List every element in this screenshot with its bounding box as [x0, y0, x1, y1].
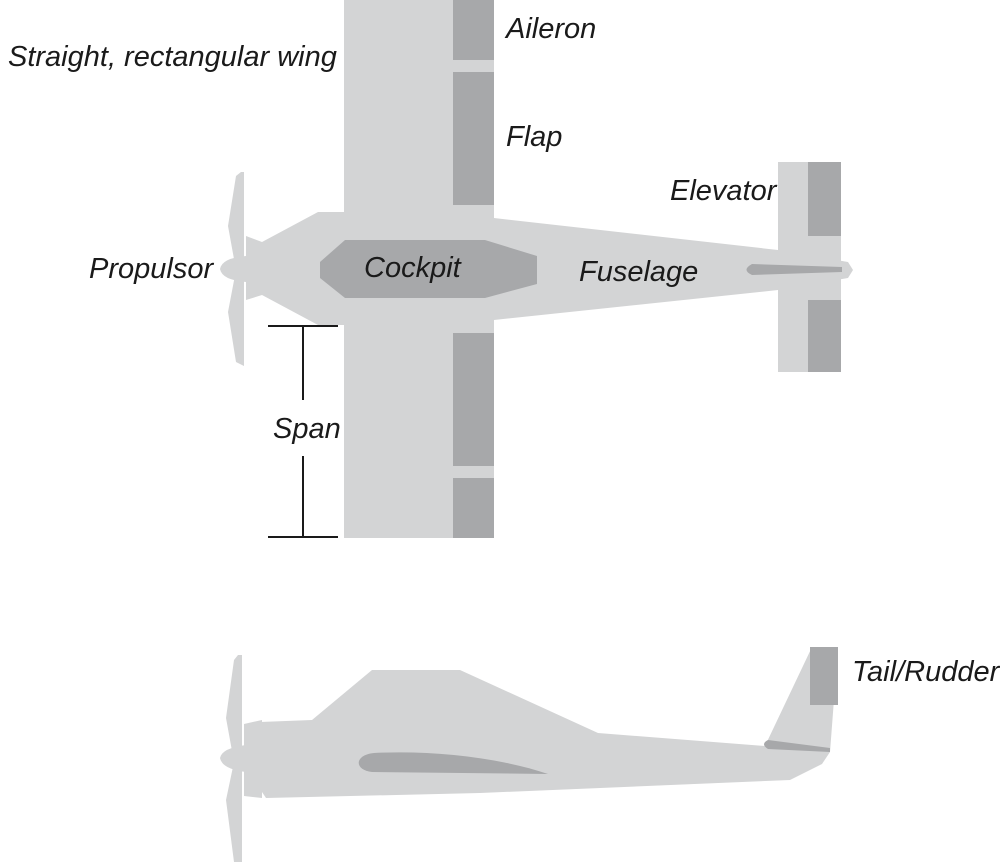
top-view	[220, 0, 853, 538]
spinner-nose-top	[220, 256, 246, 282]
label-cockpit: Cockpit	[364, 252, 463, 284]
label-propulsor: Propulsor	[89, 253, 214, 285]
label-flap: Flap	[506, 121, 562, 153]
label-aileron: Aileron	[504, 13, 596, 45]
label-span: Span	[273, 413, 341, 445]
label-elevator: Elevator	[670, 175, 778, 207]
aileron-upper	[453, 0, 494, 60]
horizontal-stabilizer-side	[764, 740, 830, 752]
flap-lower	[453, 333, 494, 466]
elevator-upper	[808, 162, 841, 236]
side-view	[220, 647, 838, 862]
fuselage-side	[254, 647, 838, 798]
flap-upper	[453, 72, 494, 205]
spinner-nose-side	[220, 745, 246, 772]
label-fuselage: Fuselage	[579, 256, 698, 288]
aileron-lower	[453, 478, 494, 538]
label-wing: Straight, rectangular wing	[8, 41, 337, 73]
spinner-side	[244, 720, 262, 798]
elevator-lower	[808, 300, 841, 372]
span-dimension	[268, 325, 338, 538]
spinner-top	[246, 236, 262, 300]
tail-fin-top	[746, 264, 842, 275]
cockpit-canopy	[320, 240, 537, 298]
label-tail-rudder: Tail/Rudder	[852, 656, 1000, 688]
side-window-stripe	[358, 752, 548, 774]
rudder	[810, 647, 838, 705]
